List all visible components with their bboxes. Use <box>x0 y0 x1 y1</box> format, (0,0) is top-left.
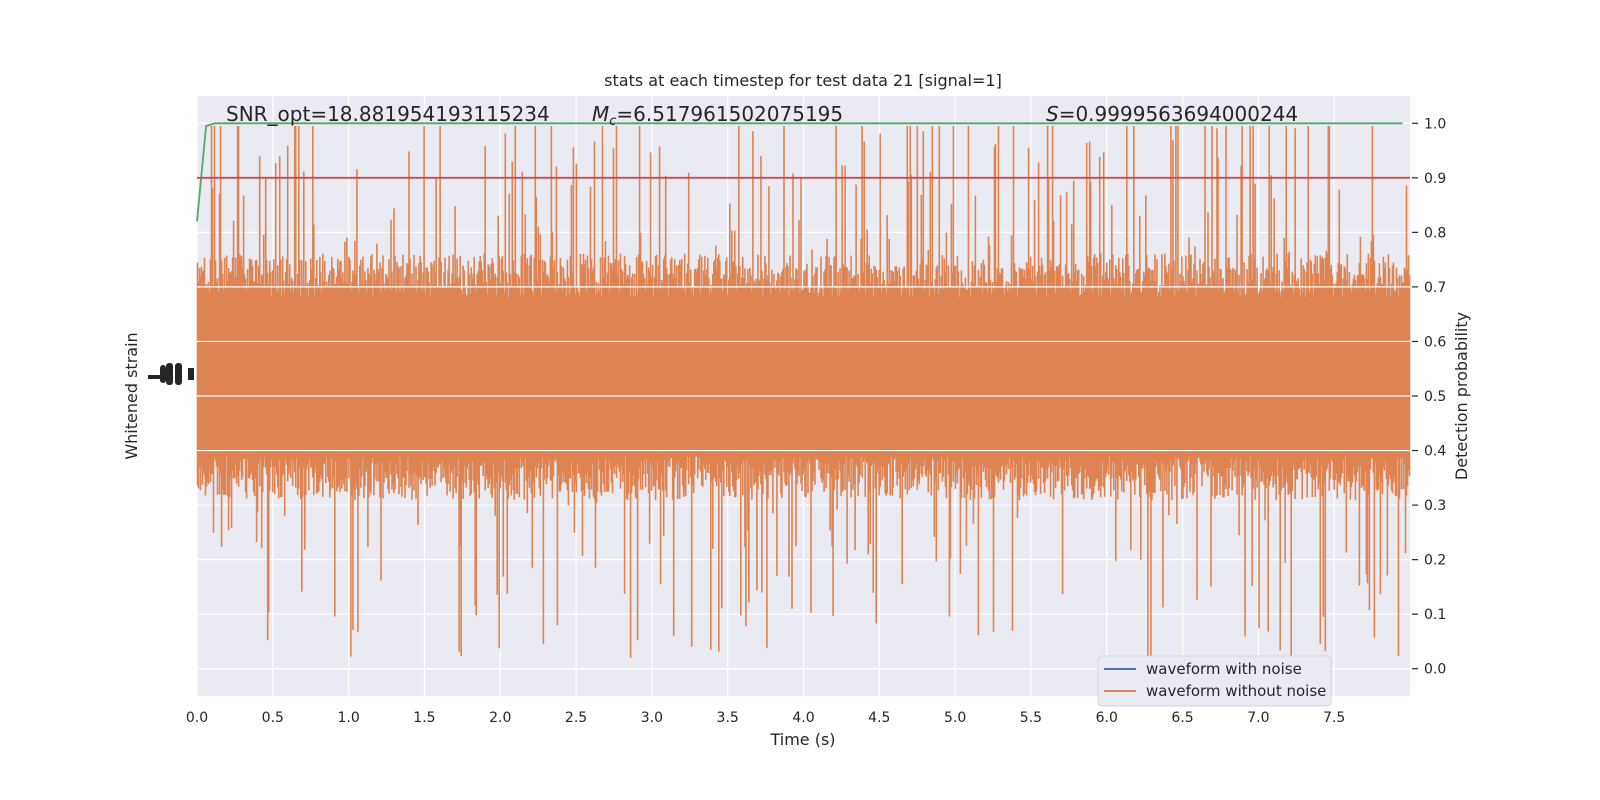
series-waveform-without-noise <box>196 126 1411 659</box>
y-tick-label: 0.3 <box>1424 498 1446 514</box>
x-tick-label: 4.5 <box>868 710 890 726</box>
x-tick-label: 2.0 <box>489 710 511 726</box>
y-right-tick-labels: 0.0 0.1 0.2 0.3 0.4 0.5 0.6 0.7 0.8 0.9 1.0 <box>1412 116 1446 678</box>
x-tick-label: 5.0 <box>944 710 966 726</box>
y-tick-label: 0.2 <box>1424 553 1446 569</box>
x-tick-label: 2.5 <box>565 710 587 726</box>
snr-annotation: SNR_opt=18.881954193115234 <box>226 102 550 126</box>
x-axis-label: Time (s) <box>769 730 835 749</box>
detection-probability-line <box>196 122 1403 222</box>
x-tick-label: 3.0 <box>641 710 663 726</box>
y-tick-label: 0.1 <box>1424 607 1446 623</box>
y-tick-label: 1.0 <box>1424 116 1446 132</box>
x-tick-label: 5.5 <box>1020 710 1042 726</box>
legend: waveform with noise waveform without noi… <box>1097 655 1332 707</box>
x-tick-label: 7.5 <box>1323 710 1345 726</box>
y-tick-label: 0.6 <box>1424 334 1446 350</box>
score-value: =0.9999563694000244 <box>1059 102 1298 126</box>
chirp-mass-subscript: c <box>609 114 616 129</box>
x-tick-label: 7.0 <box>1247 710 1269 726</box>
x-tick-label: 4.0 <box>792 710 814 726</box>
waveform-core-band <box>197 300 1410 454</box>
x-tick-label: 0.0 <box>186 710 208 726</box>
x-tick-labels: 0.0 0.5 1.0 1.5 2.0 2.5 3.0 3.5 4.0 4.5 5.0 5.5 6.0 6… <box>186 710 1345 726</box>
chart-title: stats at each timestep for test data 21 … <box>604 71 1002 90</box>
x-tick-label: 1.5 <box>413 710 435 726</box>
x-tick-label: 0.5 <box>262 710 284 726</box>
y-tick-label: 0.8 <box>1424 225 1446 241</box>
y-tick-label: 0.9 <box>1424 171 1446 187</box>
x-tick-label: 6.5 <box>1171 710 1193 726</box>
score-annotation: S=0.9999563694000244 <box>1046 102 1298 126</box>
y-tick-label: 0.5 <box>1424 389 1446 405</box>
legend-label-without-noise: waveform without noise <box>1146 682 1326 700</box>
left-axis-tick-cluster <box>148 363 194 385</box>
y-axis-label-left: Whitened strain <box>122 332 141 459</box>
probability-lines <box>196 122 1410 222</box>
x-tick-label: 1.0 <box>337 710 359 726</box>
chirp-mass-value: =6.517961502075195 <box>616 102 843 126</box>
score-symbol: S <box>1046 102 1059 126</box>
y-tick-label: 0.4 <box>1424 444 1446 460</box>
y-axis-label-right: Detection probability <box>1452 312 1471 480</box>
x-tick-label: 3.5 <box>717 710 739 726</box>
x-tick-label: 6.0 <box>1096 710 1118 726</box>
y-tick-label: 0.0 <box>1424 662 1446 678</box>
y-tick-label: 0.7 <box>1424 280 1446 296</box>
chirp-mass-annotation: Mc=6.517961502075195 <box>592 102 843 129</box>
chirp-mass-symbol: M <box>592 102 609 126</box>
legend-label-with-noise: waveform with noise <box>1146 660 1302 678</box>
